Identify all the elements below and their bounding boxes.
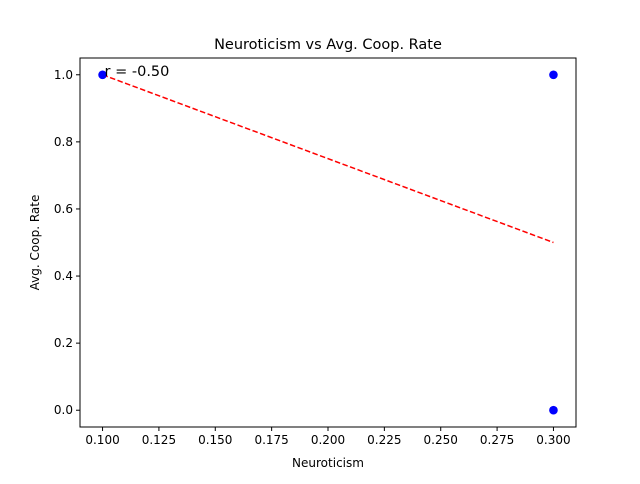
- plot-frame: [79, 57, 577, 428]
- data-point: [549, 405, 558, 415]
- trendline: [102, 74, 554, 244]
- y-axis-title: Avg. Coop. Rate: [28, 195, 42, 291]
- y-tick-label: 1.0: [54, 68, 73, 82]
- x-tick-label: 0.275: [480, 433, 514, 447]
- correlation-annotation: r = -0.50: [105, 64, 170, 80]
- x-tick-label: 0.175: [254, 433, 288, 447]
- x-tick-label: 0.100: [85, 433, 119, 447]
- y-tick-label: 0.4: [54, 269, 73, 283]
- x-axis-title: Neuroticism: [292, 456, 364, 470]
- y-tick-label: 0.0: [54, 403, 73, 417]
- plot-area: 0.100 0.125 0.150 0.175 0.200 0.225 0.250 0.275…: [54, 64, 571, 447]
- y-tick-label: 0.6: [54, 202, 73, 216]
- y-tick-label: 0.8: [54, 135, 73, 149]
- x-tick-label: 0.125: [142, 433, 176, 447]
- data-point: [549, 70, 558, 80]
- data-point: [98, 70, 107, 80]
- x-tick-label: 0.300: [536, 433, 570, 447]
- x-tick-label: 0.250: [424, 433, 458, 447]
- x-tick-label: 0.200: [311, 433, 345, 447]
- x-tick-label: 0.225: [367, 433, 401, 447]
- x-tick-label: 0.150: [198, 433, 232, 447]
- y-tick-label: 0.2: [54, 336, 73, 350]
- chart-title: Neuroticism vs Avg. Coop. Rate: [214, 37, 442, 53]
